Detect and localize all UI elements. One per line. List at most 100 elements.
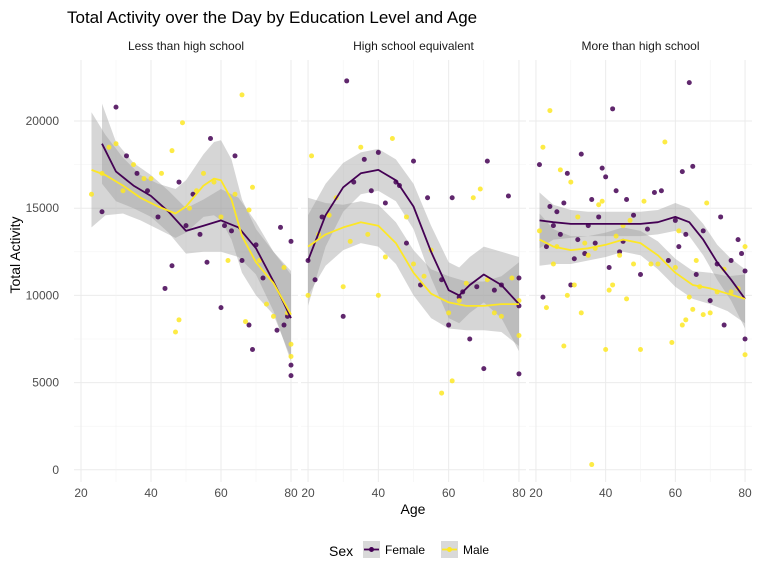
data-point-female [250,346,255,352]
data-point-male [676,228,682,234]
data-point-female [113,104,119,110]
data-point-male [690,306,696,312]
data-point-male [704,200,710,206]
x-tick-label: 40 [144,486,158,500]
legend-key-point [369,547,374,552]
data-point-male [550,261,556,267]
data-point-male [421,273,427,279]
data-point-male [159,170,164,176]
data-point-male [456,298,462,304]
legend-item-male: Male [441,541,489,558]
data-point-male [449,378,455,384]
data-point-female [718,214,724,220]
smooth-line-female [539,215,746,300]
data-point-female [281,322,287,328]
smooth-line-male [307,221,519,307]
data-point-male [375,292,381,298]
data-point-male [679,322,685,328]
data-point-female [411,158,416,164]
data-point-male [557,167,563,173]
chart-title: Total Activity over the Day by Education… [67,8,477,27]
data-point-female [536,162,542,168]
data-point-female [344,78,350,84]
data-point-female [742,336,748,342]
data-point-female [204,259,210,265]
data-point-male [547,108,553,114]
data-point-male [707,310,713,316]
data-point-male [742,244,748,250]
data-point-female [474,284,480,290]
data-point-female [672,217,678,223]
data-point-male [239,92,245,98]
data-point-female [610,106,616,112]
data-point-female [368,188,374,194]
data-point-female [644,226,650,232]
data-point-male [509,275,515,281]
data-point-male [477,186,483,192]
data-point-female [260,275,266,281]
data-point-male [180,120,185,126]
data-point-female [278,224,283,230]
data-point-male [106,144,112,150]
data-point-male [281,265,287,271]
data-point-male [246,207,252,213]
data-point-female [690,163,696,169]
facet-panel: High school equivalent 20 40 60 80 [301,39,526,500]
x-tick-label: 60 [669,486,683,500]
data-point-male [582,240,588,246]
data-point-male [131,162,136,168]
x-tick-label: 80 [512,486,526,500]
data-point-male [624,296,630,302]
data-point-female [183,223,189,229]
data-point-male [641,198,647,204]
data-point-female [596,214,602,220]
data-point-male [693,258,699,264]
data-point-female [606,265,612,271]
x-tick-label: 20 [301,486,315,500]
data-point-male [543,305,549,311]
legend-label: Male [463,543,489,557]
data-point-male [169,148,175,154]
legend-item-female: Female [363,541,425,558]
data-point-male [358,144,364,150]
data-point-female [197,231,203,237]
data-point-male [568,179,574,185]
data-point-female [99,209,105,215]
data-point-male [491,310,497,316]
data-point-male [599,198,605,204]
confidence-band-female [308,148,519,352]
data-point-male [610,282,616,288]
data-point-male [211,179,217,185]
data-point-female [246,322,252,328]
data-point-female [592,240,598,246]
confidence-band-male [91,112,291,359]
data-point-female [505,193,511,199]
data-point-male [571,282,577,288]
x-tick-label: 20 [529,486,543,500]
x-tick-label: 40 [372,486,386,500]
data-point-female [613,188,619,194]
data-point-female [617,249,623,255]
data-point-male [89,191,94,197]
data-point-female [742,268,748,274]
data-point-female [169,263,175,269]
legend-label: Female [385,543,425,557]
data-point-male [257,258,262,264]
data-point-male [648,261,654,267]
data-point-female [568,282,574,288]
data-point-female [288,238,294,244]
data-point-male [403,214,409,220]
data-point-female [707,298,713,304]
data-point-female [155,214,161,220]
data-point-female [554,209,560,215]
data-point-male [288,341,294,347]
y-tick-label: 15000 [26,201,60,215]
data-point-male [672,265,678,271]
data-point-male [148,176,154,182]
data-point-female [631,212,637,218]
data-point-male [389,135,395,141]
data-point-male [700,312,706,318]
data-point-female [449,195,455,201]
data-point-female [456,294,462,300]
